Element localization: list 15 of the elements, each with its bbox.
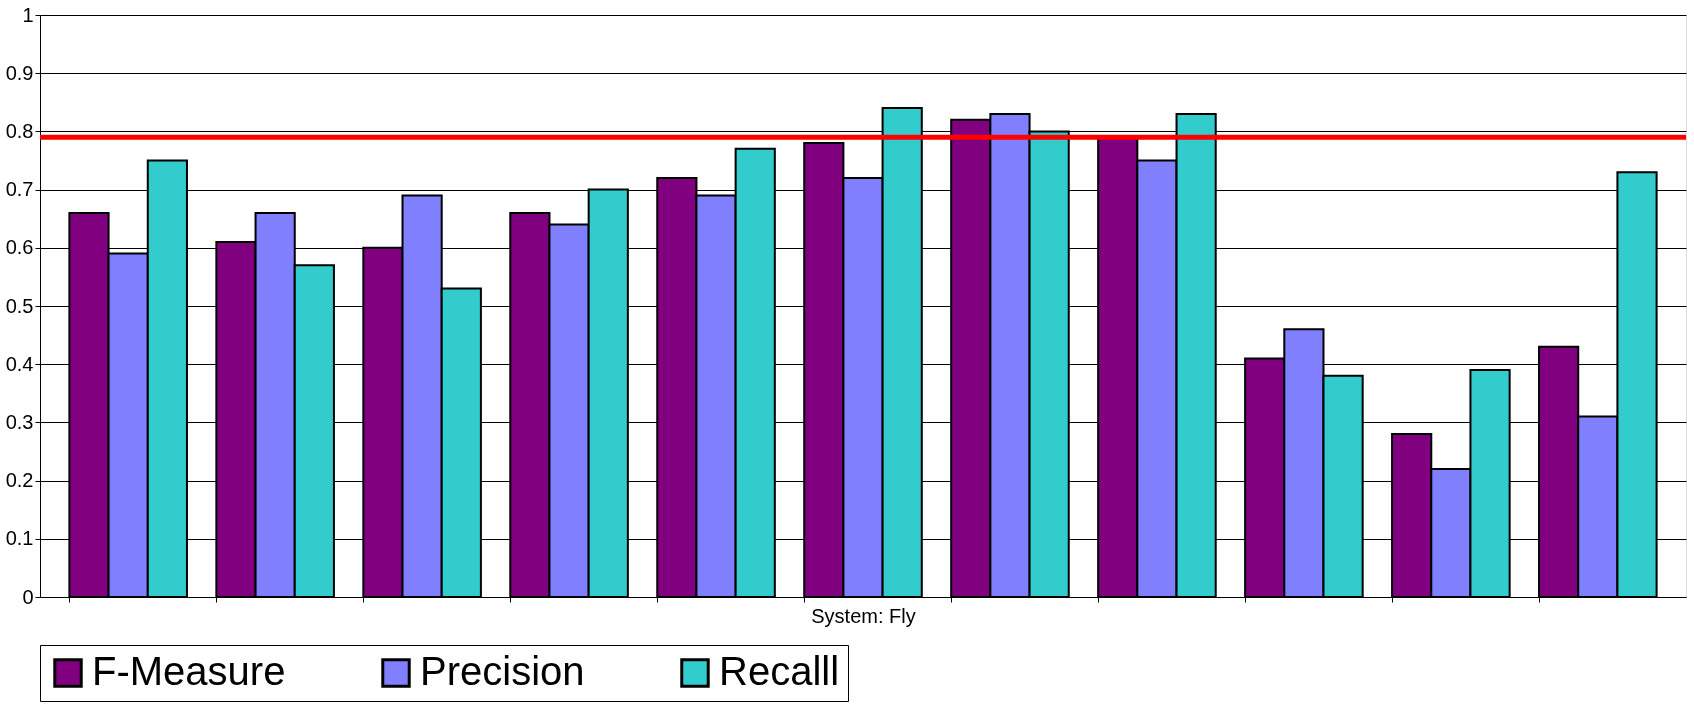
y-tick-label: 1 [22, 3, 34, 26]
y-tick-label: 0.7 [5, 178, 34, 201]
y-tick-label: 0.5 [5, 294, 34, 317]
y-tick-label: 0.3 [5, 410, 34, 433]
legend-label: Recalll [719, 649, 840, 693]
y-tick-label: 0.2 [5, 469, 34, 492]
y-tick-label: 0 [22, 585, 34, 608]
y-tick-label: 0.1 [5, 527, 34, 550]
y-tick-label: 0.8 [5, 119, 34, 142]
legend-label: Precision [420, 649, 585, 693]
y-tick-label: 0.9 [5, 61, 34, 84]
y-tick-label: 0.4 [5, 352, 34, 375]
x-axis-title: System: Fly [811, 605, 916, 627]
legend-label: F-Measure [92, 649, 286, 693]
y-tick-label: 0.6 [5, 236, 34, 259]
